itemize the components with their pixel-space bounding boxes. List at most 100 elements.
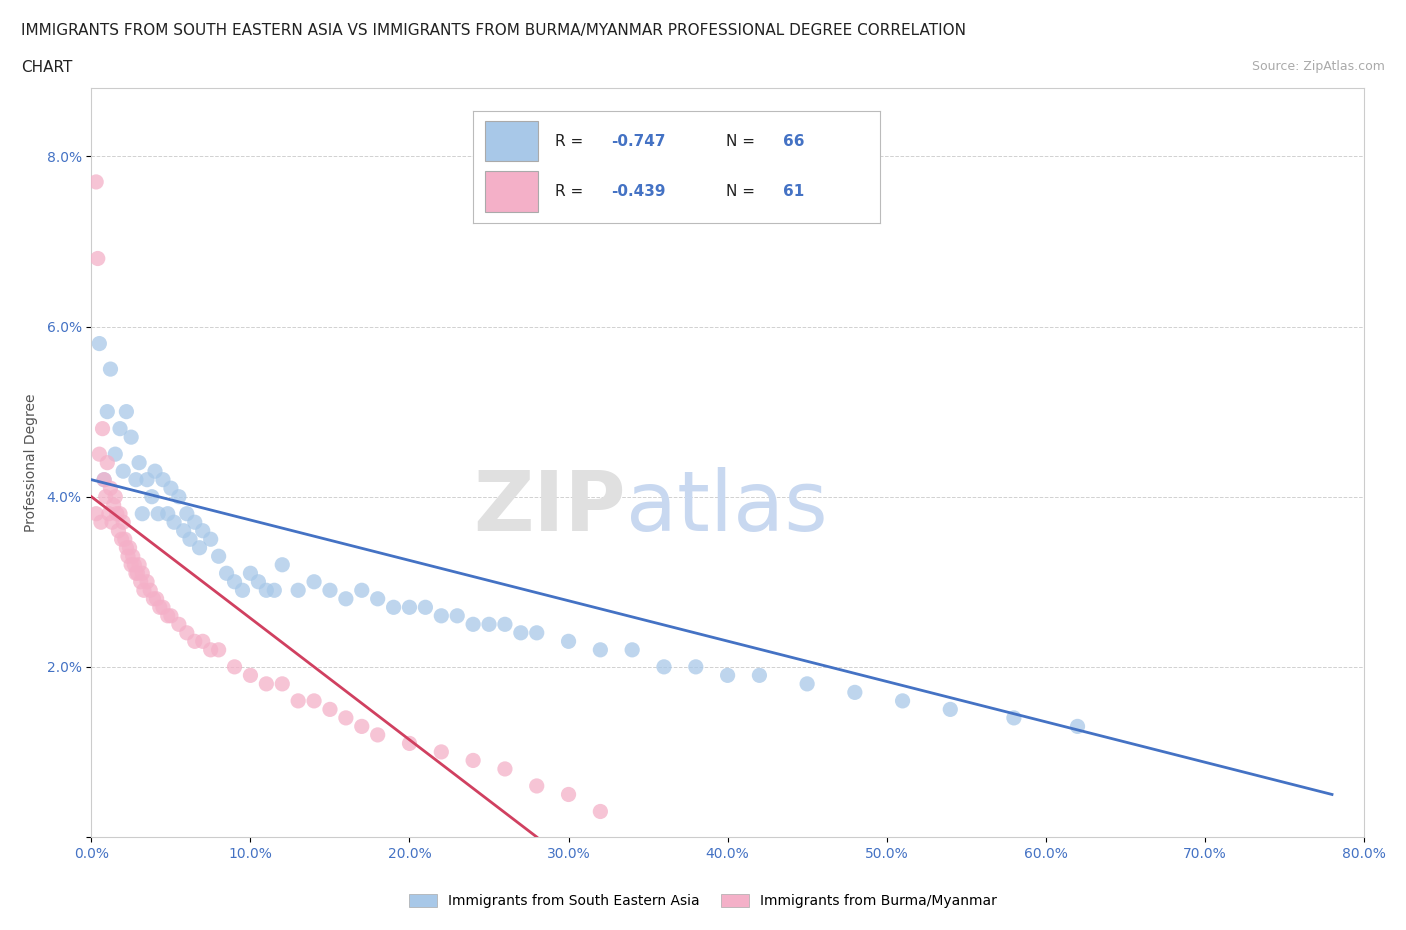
- Point: [208, 549, 231, 564]
- Point: [350, 583, 373, 598]
- Point: [96, 405, 118, 419]
- Point: [208, 643, 231, 658]
- Point: [231, 583, 253, 598]
- Point: [287, 583, 309, 598]
- Point: [302, 694, 325, 709]
- Point: [89, 336, 111, 351]
- Point: [125, 472, 148, 487]
- Point: [621, 643, 644, 658]
- Point: [104, 446, 127, 461]
- Point: [319, 702, 342, 717]
- Point: [200, 532, 222, 547]
- Point: [335, 591, 357, 606]
- Point: [125, 565, 148, 580]
- Point: [335, 711, 357, 725]
- Point: [461, 753, 484, 768]
- Text: atlas: atlas: [626, 467, 828, 548]
- Point: [93, 472, 115, 487]
- Point: [114, 532, 136, 547]
- Y-axis label: Professional Degree: Professional Degree: [24, 393, 38, 532]
- Point: [557, 634, 579, 649]
- Point: [494, 617, 516, 631]
- Point: [143, 464, 166, 479]
- Point: [136, 575, 159, 590]
- Point: [148, 506, 170, 521]
- Point: [108, 506, 131, 521]
- Text: IMMIGRANTS FROM SOUTH EASTERN ASIA VS IMMIGRANTS FROM BURMA/MYANMAR PROFESSIONAL: IMMIGRANTS FROM SOUTH EASTERN ASIA VS IM…: [21, 23, 966, 38]
- Text: ZIP: ZIP: [474, 467, 626, 548]
- Point: [132, 583, 155, 598]
- Point: [173, 524, 195, 538]
- Point: [160, 608, 183, 623]
- Point: [796, 676, 818, 691]
- Point: [104, 489, 127, 504]
- Point: [589, 804, 612, 819]
- Point: [526, 625, 548, 640]
- Point: [271, 557, 294, 572]
- Point: [84, 506, 107, 521]
- Point: [160, 481, 183, 496]
- Point: [891, 694, 914, 709]
- Point: [141, 489, 163, 504]
- Point: [128, 557, 150, 572]
- Point: [557, 787, 579, 802]
- Point: [107, 524, 129, 538]
- Point: [478, 617, 501, 631]
- Point: [129, 575, 152, 590]
- Point: [254, 583, 277, 598]
- Point: [118, 540, 141, 555]
- Legend: Immigrants from South Eastern Asia, Immigrants from Burma/Myanmar: Immigrants from South Eastern Asia, Immi…: [404, 889, 1002, 914]
- Point: [121, 549, 143, 564]
- Point: [398, 736, 420, 751]
- Point: [96, 456, 118, 471]
- Point: [509, 625, 531, 640]
- Point: [215, 565, 238, 580]
- Point: [89, 446, 111, 461]
- Point: [415, 600, 437, 615]
- Point: [191, 634, 214, 649]
- Point: [120, 557, 142, 572]
- Point: [87, 251, 110, 266]
- Point: [367, 727, 389, 742]
- Point: [184, 515, 207, 530]
- Point: [188, 540, 211, 555]
- Point: [239, 668, 262, 683]
- Point: [163, 515, 186, 530]
- Point: [115, 540, 138, 555]
- Point: [430, 608, 453, 623]
- Point: [145, 591, 167, 606]
- Point: [430, 745, 453, 760]
- Point: [139, 583, 162, 598]
- Point: [398, 600, 420, 615]
- Point: [526, 778, 548, 793]
- Point: [1002, 711, 1025, 725]
- Point: [112, 464, 135, 479]
- Point: [271, 676, 294, 691]
- Point: [844, 684, 866, 699]
- Point: [939, 702, 962, 717]
- Point: [131, 565, 153, 580]
- Point: [382, 600, 405, 615]
- Point: [200, 643, 222, 658]
- Point: [254, 676, 277, 691]
- Point: [152, 600, 174, 615]
- Point: [748, 668, 770, 683]
- Point: [127, 565, 149, 580]
- Point: [717, 668, 740, 683]
- Point: [97, 506, 120, 521]
- Point: [115, 405, 138, 419]
- Point: [91, 421, 114, 436]
- Point: [142, 591, 165, 606]
- Point: [100, 362, 122, 377]
- Point: [108, 421, 131, 436]
- Point: [191, 524, 214, 538]
- Point: [93, 472, 115, 487]
- Point: [494, 762, 516, 777]
- Point: [156, 506, 179, 521]
- Point: [156, 608, 179, 623]
- Point: [105, 506, 128, 521]
- Point: [131, 506, 153, 521]
- Point: [100, 481, 122, 496]
- Point: [367, 591, 389, 606]
- Point: [167, 489, 190, 504]
